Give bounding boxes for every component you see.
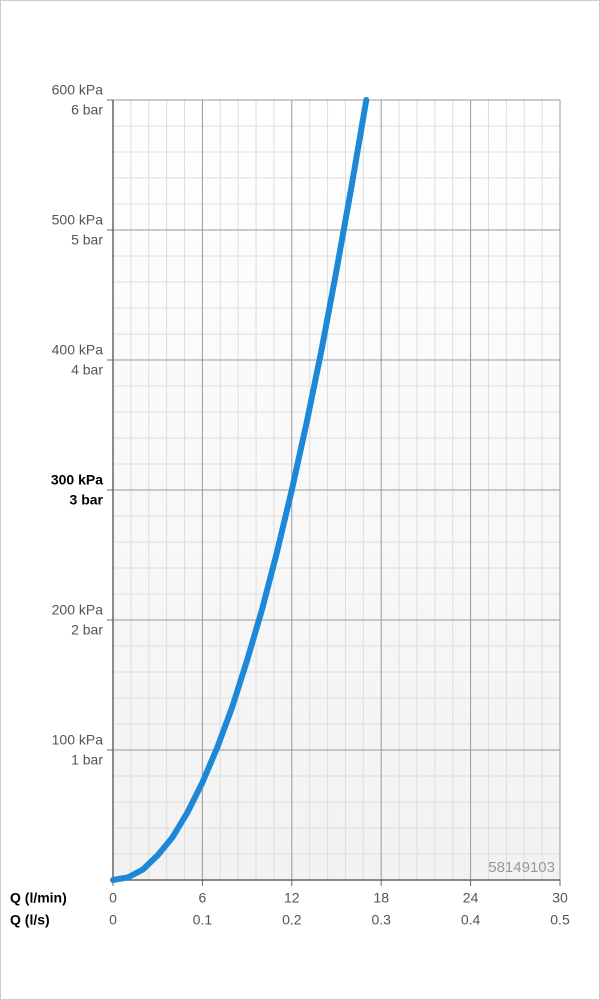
y2-tick-label: 2 bar [71,622,103,638]
x2-tick-label: 0.1 [193,912,213,928]
y2-tick-label: 4 bar [71,362,103,378]
y-tick-label: 600 kPa [52,82,104,98]
y-tick-label: 400 kPa [52,342,104,358]
x2-axis-title: Q (l/s) [10,912,50,928]
y-tick-label: 300 kPa [51,472,103,488]
x-tick-label: 18 [373,890,389,906]
x-tick-label: 12 [284,890,300,906]
x-tick-label: 30 [552,890,568,906]
y-tick-label: 100 kPa [52,732,104,748]
x2-tick-label: 0.3 [371,912,391,928]
code-label: 58149103 [488,859,555,876]
x-axis-title: Q (l/min) [10,890,67,906]
y-tick-label: 200 kPa [52,602,104,618]
y2-tick-label: 3 bar [70,492,104,508]
x-tick-label: 24 [463,890,479,906]
x2-tick-label: 0.4 [461,912,481,928]
y2-tick-label: 1 bar [71,752,103,768]
y2-tick-label: 6 bar [71,102,103,118]
x-tick-label: 6 [199,890,207,906]
x2-tick-label: 0 [109,912,117,928]
x-tick-label: 0 [109,890,117,906]
flow-curve [110,97,370,883]
x2-tick-label: 0.2 [282,912,302,928]
y2-tick-label: 5 bar [71,232,103,248]
y-tick-label: 500 kPa [52,212,104,228]
x2-tick-label: 0.5 [550,912,570,928]
